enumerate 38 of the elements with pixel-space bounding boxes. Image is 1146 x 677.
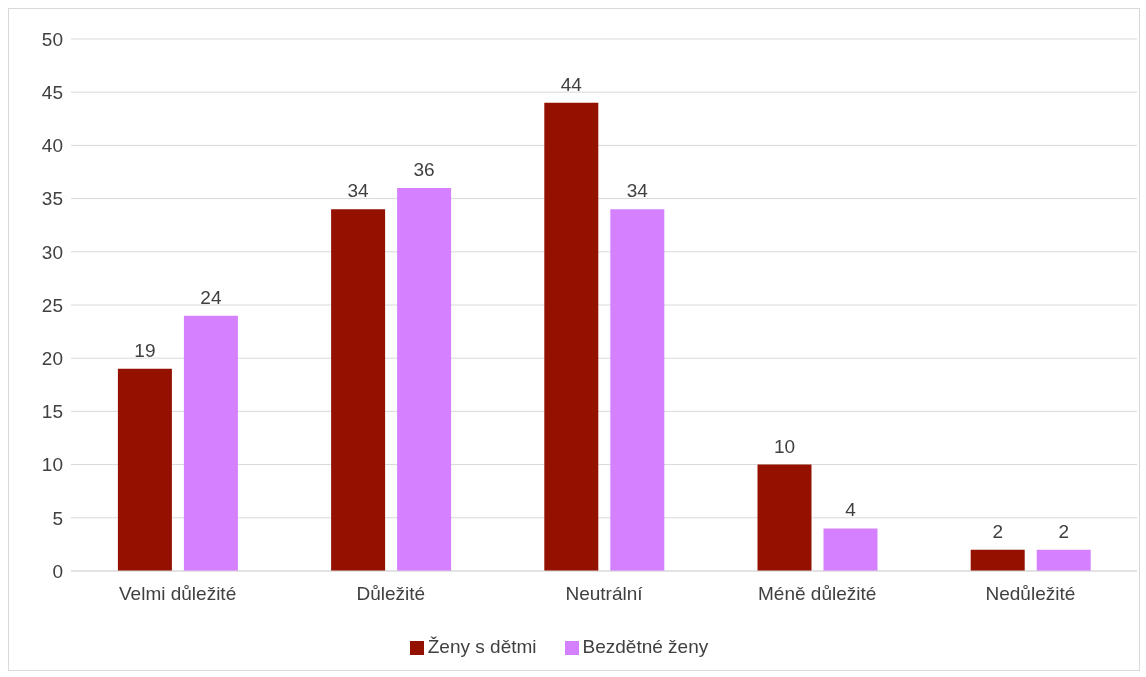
- bar: [183, 315, 238, 571]
- data-label: 2: [992, 520, 1003, 542]
- x-tick-label: Neutrální: [565, 583, 644, 605]
- x-tick-label: Důležité: [356, 583, 426, 605]
- y-tick-label: 10: [41, 454, 63, 476]
- y-tick-label: 5: [52, 507, 63, 529]
- bar: [1036, 549, 1091, 571]
- data-label: 24: [200, 286, 222, 308]
- bar: [757, 464, 812, 571]
- legend-label: Ženy s dětmi: [427, 636, 537, 657]
- bar: [610, 209, 665, 571]
- y-tick-label: 20: [41, 347, 63, 369]
- x-tick-label: Méně důležité: [758, 583, 877, 605]
- x-tick-label: Velmi důležité: [118, 583, 237, 605]
- data-label: 4: [845, 499, 857, 521]
- bar: [544, 102, 599, 571]
- y-tick-label: 45: [41, 81, 63, 103]
- data-label: 19: [134, 339, 156, 361]
- data-label: 34: [347, 180, 370, 202]
- y-tick-label: 35: [41, 188, 63, 210]
- bar: [970, 549, 1025, 571]
- y-tick-label: 25: [41, 294, 63, 316]
- bar: [823, 528, 878, 571]
- y-tick-label: 50: [41, 28, 63, 50]
- data-label: 2: [1058, 520, 1069, 542]
- y-tick-label: 15: [41, 401, 63, 423]
- legend-label: Bezdětné ženy: [582, 636, 709, 657]
- bar: [397, 187, 452, 571]
- bar: [117, 368, 172, 571]
- y-tick-label: 40: [41, 135, 63, 157]
- y-tick-label: 0: [52, 560, 63, 582]
- y-tick-label: 30: [41, 241, 63, 263]
- x-tick-label: Nedůležité: [985, 583, 1076, 605]
- data-label: 44: [560, 73, 583, 95]
- bar: [331, 209, 386, 571]
- data-label: 34: [626, 180, 649, 202]
- data-label: 10: [773, 435, 796, 457]
- data-label: 36: [413, 158, 435, 180]
